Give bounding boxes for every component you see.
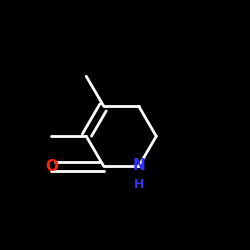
Text: N: N: [132, 158, 145, 172]
Text: O: O: [45, 159, 58, 174]
Text: H: H: [134, 178, 144, 192]
